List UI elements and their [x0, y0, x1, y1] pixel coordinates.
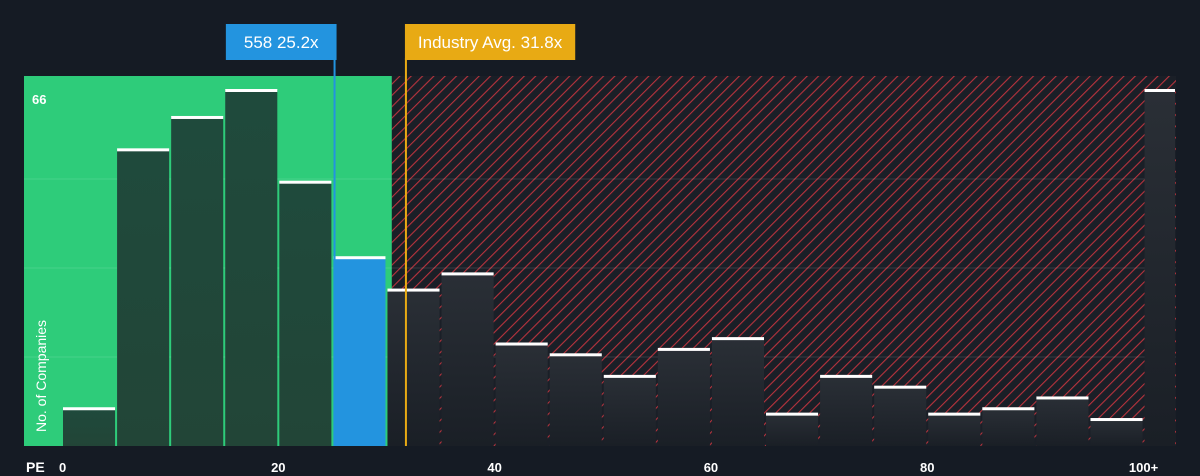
bar-cap-9: [549, 353, 602, 357]
bar-18: [1036, 397, 1089, 446]
bar-cap-0: [63, 407, 116, 411]
x-tick-label: 60: [704, 460, 718, 475]
bar-5: [333, 257, 386, 446]
y-max-label: 66: [32, 92, 46, 107]
x-tick-labels: 0 20 40 60 80 100+: [59, 460, 1159, 475]
bar-cap-15: [874, 385, 927, 389]
company-callout-label: 558 25.2x: [244, 33, 319, 52]
bar-15: [874, 386, 927, 446]
x-tick-label: 40: [487, 460, 501, 475]
bar-16: [928, 413, 981, 446]
bar-17: [982, 408, 1035, 446]
bar-9: [549, 354, 602, 446]
bar-cap-11: [657, 347, 710, 351]
industry-callout-label: Industry Avg. 31.8x: [418, 33, 563, 52]
bar-cap-6: [387, 288, 440, 292]
bar-cap-2: [171, 115, 224, 119]
bar-19: [1090, 419, 1143, 446]
bar-7: [441, 273, 494, 446]
industry-callout: Industry Avg. 31.8x: [404, 24, 576, 60]
bar-cap-8: [495, 342, 548, 346]
bar-cap-12: [711, 337, 765, 341]
company-callout: 558 25.2x: [225, 24, 337, 60]
bar-cap-7: [441, 272, 494, 276]
bar-cap-1: [117, 148, 170, 152]
x-tick-label: 20: [271, 460, 285, 475]
x-tick-label: 0: [59, 460, 66, 475]
bar-14: [820, 375, 873, 446]
bar-cap-19: [1090, 418, 1143, 422]
bar-4: [279, 181, 332, 447]
bar-cap-13: [766, 412, 819, 416]
bar-cap-14: [820, 374, 873, 378]
x-tick-label: 100+: [1129, 460, 1159, 475]
bar-cap-17: [982, 407, 1035, 411]
x-axis-label: PE: [26, 459, 45, 475]
bar-0: [63, 408, 116, 446]
company-callout-box: [225, 24, 337, 60]
bar-3: [225, 90, 278, 446]
industry-callout-box: [404, 24, 576, 60]
bar-2: [171, 116, 224, 446]
bar-11: [657, 348, 710, 446]
bar-cap-10: [603, 374, 656, 378]
bar-cap-5: [333, 256, 386, 260]
bar-20: [1144, 90, 1175, 446]
bar-12: [711, 338, 765, 446]
histogram-bars: [63, 89, 1175, 447]
bar-10: [603, 375, 656, 446]
bar-cap-4: [279, 180, 332, 184]
bar-cap-16: [928, 412, 981, 416]
bar-1: [117, 149, 170, 447]
bar-cap-3: [225, 89, 278, 92]
bar-cap-18: [1036, 396, 1089, 400]
y-axis-label: No. of Companies: [33, 320, 49, 432]
bar-6: [387, 289, 440, 446]
x-tick-label: 80: [920, 460, 934, 475]
bar-cap-20: [1144, 89, 1175, 92]
bar-8: [495, 343, 548, 446]
bar-13: [766, 413, 819, 446]
